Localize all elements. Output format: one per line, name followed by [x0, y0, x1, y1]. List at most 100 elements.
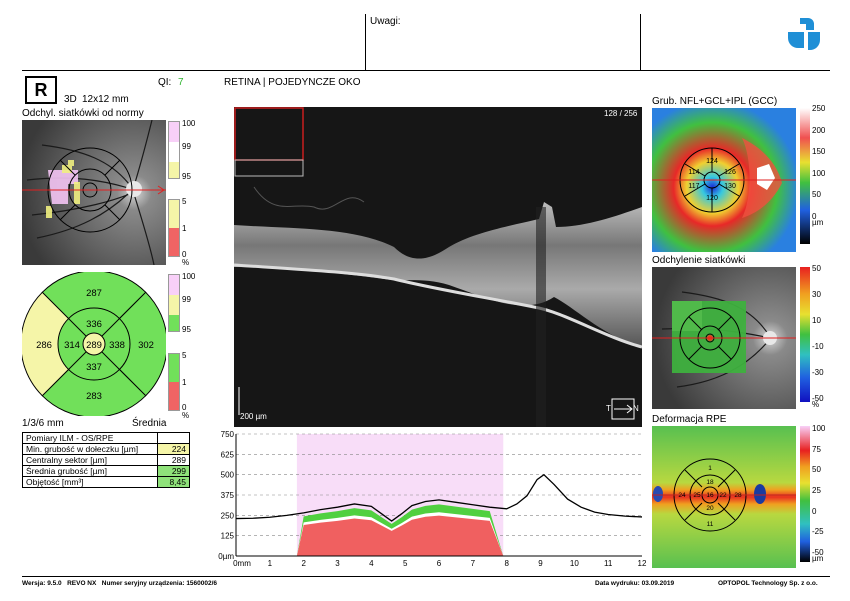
- gcc-sector-upper-right: 126: [724, 169, 736, 176]
- scale-tick-label: -25: [812, 527, 824, 537]
- gcc-sector-upper-left: 114: [688, 169, 699, 176]
- norm-scale-label: %: [182, 258, 190, 267]
- company-logo: [788, 18, 820, 50]
- y-tick-label: 375: [221, 491, 235, 500]
- gcc-sector-bottom: 120: [706, 195, 718, 202]
- rpe-sector-top: 1: [708, 465, 712, 472]
- x-tick-label: 3: [335, 559, 340, 568]
- scale-tick-label: -10: [812, 342, 824, 351]
- y-tick-label: 750: [221, 430, 235, 439]
- measurement-label: Objętość [mm³]: [22, 476, 158, 488]
- etdrs-scale-label: 0: [182, 403, 187, 412]
- scale-tick-label: 150: [812, 147, 826, 157]
- footer-rule: [22, 576, 830, 577]
- measurement-row: Pomiary ILM - OS/RPE: [22, 432, 190, 444]
- rpe-color-scale: [800, 426, 810, 562]
- norm-scale-label: 1: [182, 224, 187, 233]
- nasal-label: N: [633, 404, 639, 413]
- scale-bar-label: 200 µm: [240, 412, 267, 421]
- scale-tick-label: -50: [812, 394, 824, 403]
- serial-value: 1560002/6: [186, 580, 218, 587]
- x-tick-label: 11: [604, 559, 613, 568]
- y-tick-label: 0µm: [218, 552, 234, 561]
- norm-scale-label: 100: [182, 119, 196, 128]
- scale-tick-label: 200: [812, 125, 826, 135]
- gcc-sector-lower-left: 117: [688, 183, 699, 190]
- header-divider: [365, 14, 366, 70]
- norm-scale-bottom: [168, 199, 180, 257]
- sector-center: 289: [86, 340, 102, 351]
- temporal-label: T: [606, 404, 611, 413]
- measurement-value: 289: [157, 454, 190, 466]
- y-tick-label: 625: [221, 450, 235, 459]
- measurement-row: Min. grubość w dołeczku [µm] 224: [22, 443, 190, 455]
- measurement-row: Centralny sektor [µm] 289: [22, 454, 190, 466]
- header-divider: [640, 14, 641, 70]
- etdrs-scale-bottom: [168, 353, 180, 411]
- qi-value: 7: [178, 77, 184, 88]
- y-tick-label: 500: [221, 471, 235, 480]
- sector-outer-left: 286: [36, 340, 52, 351]
- rpe-sector-inner-right: 22: [719, 492, 727, 499]
- x-tick-label: 0mm: [233, 559, 251, 568]
- y-tick-label: 250: [221, 511, 235, 520]
- measurement-label: Min. grubość w dołeczku [µm]: [22, 443, 158, 455]
- x-tick-label: 5: [403, 559, 408, 568]
- norm-scale-label: 99: [182, 142, 191, 151]
- measurement-label: Średnia grubość [µm]: [22, 465, 158, 477]
- scan-type: 3D: [64, 94, 77, 105]
- measurement-row: Objętość [mm³] 8,45: [22, 476, 190, 488]
- scale-tick-label: 250: [812, 104, 826, 113]
- x-tick-label: 8: [504, 559, 509, 568]
- measurement-label: Centralny sektor [µm]: [22, 454, 158, 466]
- measurement-value: 8,45: [157, 476, 190, 488]
- scan-size: 12x12 mm: [82, 94, 129, 105]
- scale-tick-label: 100: [812, 424, 826, 433]
- scale-tick-label: -50: [812, 548, 824, 557]
- report-title: RETINA | POJEDYNCZE OKO: [224, 77, 361, 88]
- etdrs-scale-label: 95: [182, 325, 191, 334]
- norm-scale-top: [168, 121, 180, 179]
- rpe-sector-mid-top: 18: [706, 479, 714, 486]
- sector-outer-right: 302: [138, 340, 154, 351]
- sector-inner-top: 336: [86, 319, 102, 330]
- rpe-sector-right: 28: [734, 492, 742, 499]
- deviation-map-title: Odchylenie siatkówki: [652, 255, 746, 266]
- sector-inner-right: 338: [109, 340, 125, 351]
- gcc-sector-lower-right: 130: [724, 183, 736, 190]
- etdrs-scale-label: 1: [182, 378, 187, 387]
- footer-print: Data wydruku: 03.09.2019: [595, 580, 674, 587]
- scale-tick-label: 25: [812, 486, 821, 495]
- version-label: Wersja:: [22, 580, 46, 587]
- footer-left: Wersja: 9.5.0 REVO NX Numer seryjny urzą…: [22, 580, 217, 587]
- print-date: 03.09.2019: [641, 580, 675, 587]
- measurement-row: Średnia grubość [µm] 299: [22, 465, 190, 477]
- norm-scale-label: 95: [182, 172, 191, 181]
- sector-outer-top: 287: [86, 288, 102, 299]
- x-tick-label: 2: [301, 559, 306, 568]
- etdrs-scale-label: 99: [182, 295, 191, 304]
- rpe-sector-mid-bottom: 20: [706, 505, 714, 512]
- x-tick-label: 7: [471, 559, 476, 568]
- gcc-map: 124 114 126 117 130 120: [652, 108, 796, 252]
- scale-tick-label: %: [812, 400, 820, 409]
- scale-tick-label: 30: [812, 290, 821, 299]
- retina-deviation-map: [652, 267, 796, 409]
- measurement-value: 224: [157, 443, 190, 455]
- mean-label: Średnia: [132, 418, 167, 429]
- sector-inner-bottom: 337: [86, 362, 102, 373]
- norm-scale-label: 0: [182, 250, 187, 259]
- scale-tick-label: 50: [812, 465, 821, 475]
- frame-counter: 128 / 256: [604, 109, 638, 118]
- etdrs-scale-label: 5: [182, 351, 187, 360]
- etdrs-scale-top: [168, 274, 180, 332]
- scale-tick-label: 50: [812, 264, 821, 273]
- x-tick-label: 4: [369, 559, 374, 568]
- x-tick-label: 6: [437, 559, 442, 568]
- header-rule: [22, 70, 830, 71]
- layer-area: [296, 515, 504, 556]
- rpe-title: Deformacja RPE: [652, 414, 727, 425]
- gcc-sector-top: 124: [706, 158, 718, 165]
- rpe-sector-left: 24: [678, 492, 686, 499]
